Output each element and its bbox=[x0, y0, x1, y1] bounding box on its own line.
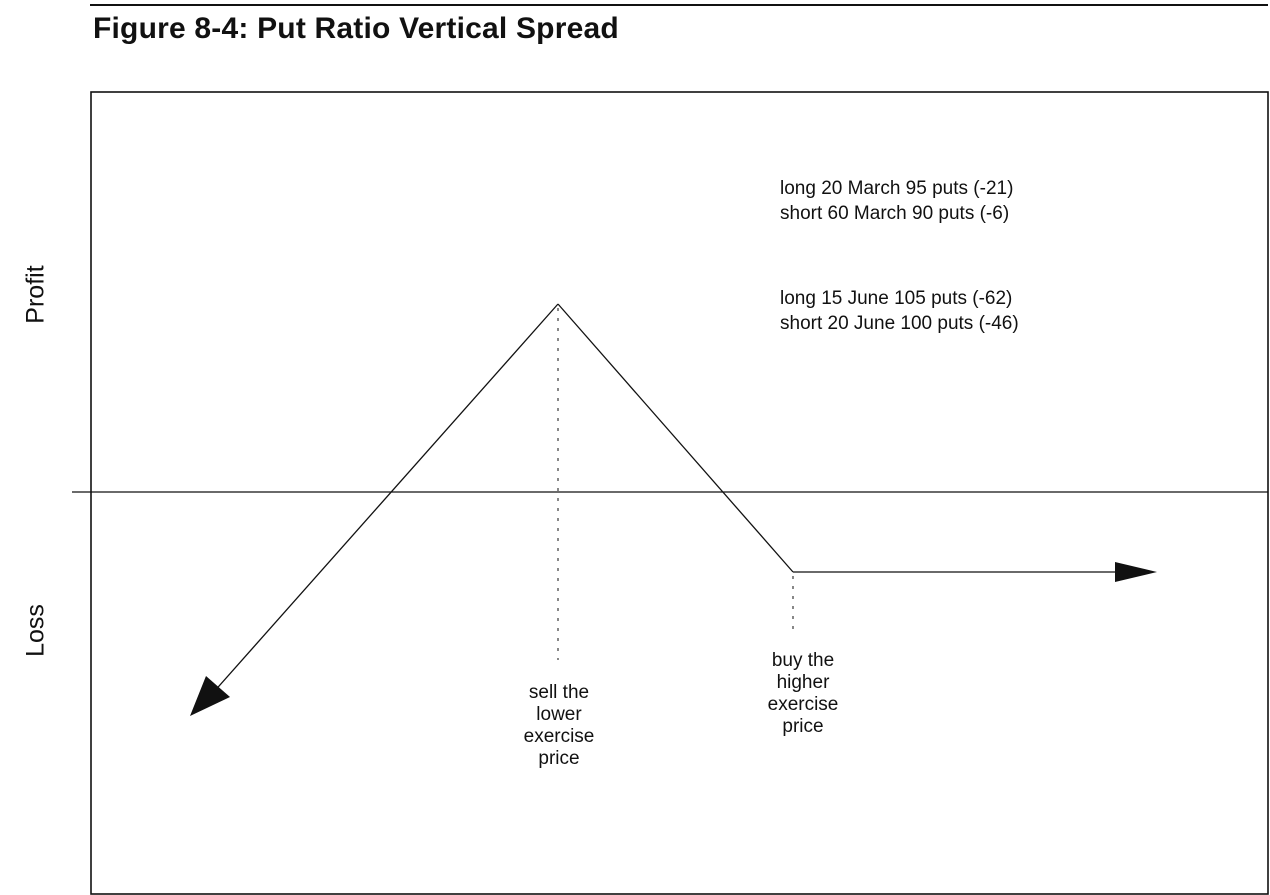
lower-strike-note: sell the lower exercise price bbox=[523, 682, 595, 769]
higher-strike-note: buy the higher exercise price bbox=[767, 650, 839, 737]
position-line: short 20 June 100 puts (-46) bbox=[780, 313, 1019, 334]
loss-axis-label: Loss bbox=[21, 604, 50, 657]
position-list-1: long 20 March 95 puts (-21) short 60 Mar… bbox=[780, 176, 1013, 226]
arrow-left-icon bbox=[190, 676, 230, 716]
position-list-2: long 15 June 105 puts (-62) short 20 Jun… bbox=[780, 286, 1019, 336]
payoff-line-left bbox=[195, 303, 559, 713]
top-rule bbox=[90, 4, 1268, 6]
position-line: long 20 March 95 puts (-21) bbox=[780, 178, 1014, 199]
position-line: long 15 June 105 puts (-62) bbox=[780, 288, 1013, 309]
arrow-right-icon bbox=[1115, 562, 1157, 582]
payoff-line-middle bbox=[557, 303, 794, 573]
profit-axis-label: Profit bbox=[21, 265, 50, 324]
plot-frame bbox=[90, 91, 1269, 895]
figure-title: Figure 8-4: Put Ratio Vertical Spread bbox=[93, 12, 619, 45]
position-line: short 60 March 90 puts (-6) bbox=[780, 203, 1010, 224]
